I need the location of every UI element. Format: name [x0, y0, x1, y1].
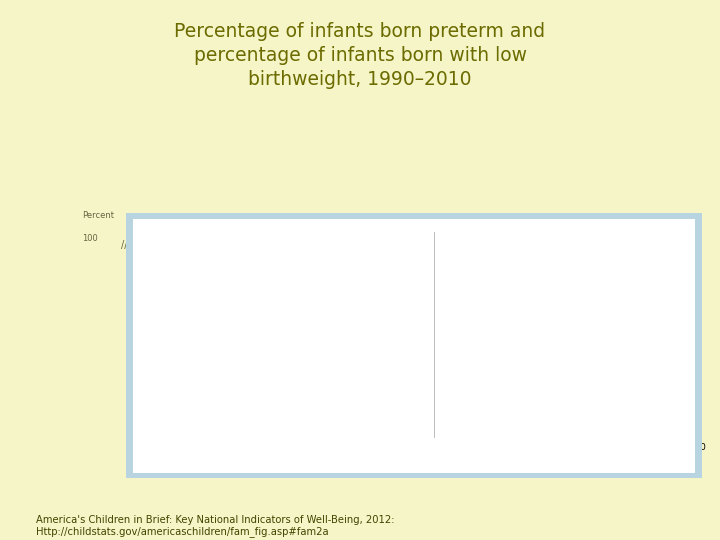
- Text: Total: Total: [462, 330, 482, 339]
- Text: Total: Total: [230, 302, 250, 312]
- Text: Early preterm: Early preterm: [230, 393, 289, 402]
- Text: Very low birthweight: Very low birthweight: [462, 400, 544, 409]
- Text: //: //: [121, 240, 127, 251]
- Text: Low birthweight: Low birthweight: [523, 238, 607, 248]
- Text: America's Children in Brief: Key National Indicators of Well-Being, 2012:
Http:/: America's Children in Brief: Key Nationa…: [36, 515, 395, 537]
- Text: 100: 100: [82, 234, 98, 243]
- Text: Percent: Percent: [82, 211, 114, 220]
- Text: Late preterm: Late preterm: [230, 340, 286, 348]
- Text: Moderately low birthweight: Moderately low birthweight: [462, 352, 572, 361]
- Text: Preterm: Preterm: [282, 238, 323, 248]
- Text: Percentage of infants born preterm and
percentage of infants born with low
birth: Percentage of infants born preterm and p…: [174, 22, 546, 89]
